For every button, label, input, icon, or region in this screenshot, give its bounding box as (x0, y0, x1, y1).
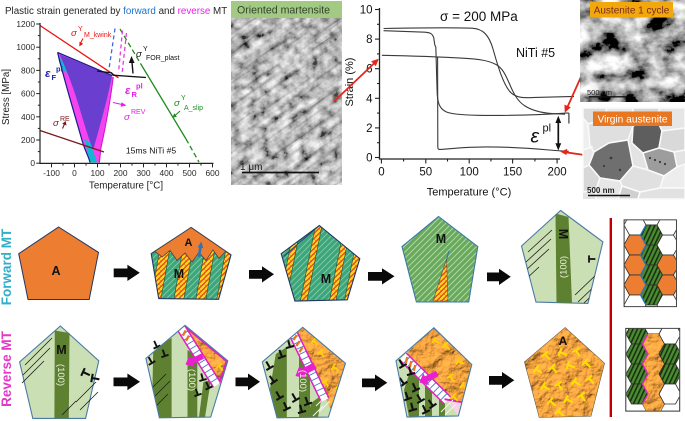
svg-text:Temperature [°C]: Temperature [°C] (89, 181, 163, 192)
svg-text:0: 0 (366, 153, 372, 165)
svg-text:100: 100 (460, 167, 479, 179)
svg-text:8: 8 (366, 34, 372, 46)
svg-text:Y: Y (78, 26, 83, 33)
svg-text:150: 150 (503, 167, 522, 179)
svg-text:10: 10 (360, 5, 373, 17)
svg-text:A: A (185, 237, 193, 249)
svg-text:M: M (321, 272, 331, 286)
svg-text:Forward MT: Forward MT (0, 228, 14, 305)
svg-text:ε: ε (45, 68, 51, 80)
svg-text:RE: RE (60, 116, 70, 123)
svg-text:σ: σ (124, 112, 131, 123)
svg-text:100: 100 (91, 168, 105, 178)
svg-text:15ms NiTi #5: 15ms NiTi #5 (126, 146, 177, 156)
svg-text:A: A (559, 334, 568, 348)
svg-text:Virgin austenite: Virgin austenite (597, 115, 667, 126)
svg-text:σ: σ (136, 49, 143, 60)
svg-text:Temperature (°C): Temperature (°C) (427, 187, 511, 199)
svg-text:σ: σ (71, 28, 78, 39)
svg-text:σ = 200 MPa: σ = 200 MPa (440, 9, 518, 24)
svg-text:ε: ε (531, 126, 540, 148)
svg-text:pl: pl (56, 65, 63, 74)
svg-text:0: 0 (72, 168, 77, 178)
svg-text:0: 0 (378, 167, 384, 179)
svg-text:1200: 1200 (16, 19, 35, 29)
svg-text:1 μm: 1 μm (240, 162, 262, 173)
svg-text:Oriented martensite: Oriented martensite (237, 5, 330, 17)
svg-text:REV: REV (131, 109, 146, 116)
svg-text:pl: pl (543, 123, 552, 135)
svg-text:ε: ε (125, 85, 131, 97)
svg-text:Y: Y (143, 46, 148, 53)
svg-text:200: 200 (114, 168, 128, 178)
svg-text:Plastic strain generated by fo: Plastic strain generated by forward and … (5, 6, 227, 17)
svg-text:(100): (100) (186, 369, 197, 391)
svg-text:(100): (100) (55, 364, 66, 386)
svg-text:Stress [MPa]: Stress [MPa] (1, 69, 12, 125)
svg-text:(100): (100) (297, 370, 308, 392)
svg-text:300: 300 (137, 168, 151, 178)
svg-text:6: 6 (366, 64, 372, 76)
svg-text:-100: -100 (43, 168, 60, 178)
svg-text:(100): (100) (559, 256, 570, 278)
svg-text:Y: Y (181, 95, 186, 102)
svg-text:500: 500 (183, 168, 197, 178)
svg-text:50: 50 (419, 167, 432, 179)
svg-text:M: M (436, 232, 446, 246)
svg-text:Reverse MT: Reverse MT (0, 330, 14, 407)
svg-text:Strain (%): Strain (%) (344, 58, 356, 107)
svg-text:M: M (56, 343, 66, 357)
svg-text:σ: σ (174, 98, 181, 109)
svg-text:400: 400 (21, 112, 35, 122)
svg-text:200: 200 (548, 167, 567, 179)
svg-text:M: M (174, 267, 184, 281)
svg-text:600: 600 (206, 168, 220, 178)
svg-text:400: 400 (160, 168, 174, 178)
svg-text:200: 200 (21, 135, 35, 145)
svg-text:Austenite 1 cycle: Austenite 1 cycle (594, 6, 670, 17)
svg-text:800: 800 (21, 65, 35, 75)
svg-text:0: 0 (30, 158, 35, 168)
svg-text:600: 600 (21, 89, 35, 99)
svg-text:M_kwink: M_kwink (84, 32, 112, 39)
svg-text:NiTi #5: NiTi #5 (516, 46, 555, 60)
svg-text:F: F (52, 73, 57, 82)
svg-text:A_slip: A_slip (184, 105, 203, 112)
svg-text:4: 4 (366, 93, 373, 105)
svg-text:500 nm: 500 nm (587, 186, 615, 195)
svg-text:2: 2 (366, 123, 372, 135)
svg-text:FOR_plast: FOR_plast (146, 55, 180, 62)
svg-text:pl: pl (136, 82, 143, 91)
svg-text:A: A (51, 264, 60, 278)
svg-text:R: R (132, 90, 138, 99)
svg-text:σ: σ (53, 118, 60, 129)
svg-text:M: M (556, 229, 570, 239)
svg-text:500 nm: 500 nm (587, 88, 612, 97)
svg-text:1000: 1000 (16, 42, 35, 52)
